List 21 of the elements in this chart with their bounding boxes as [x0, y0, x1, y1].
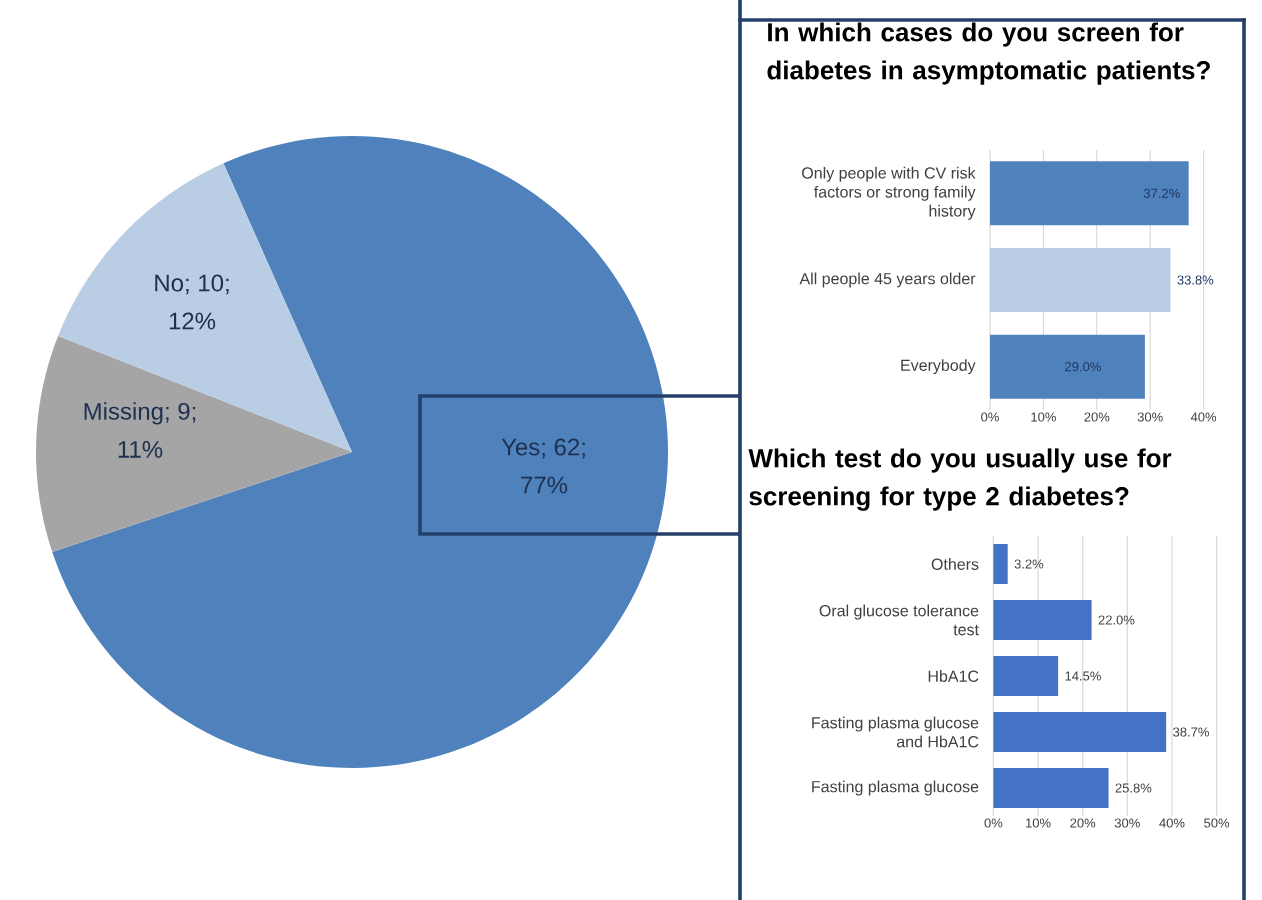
bar	[993, 544, 1008, 584]
y-tick-label: HbA1C	[928, 670, 979, 682]
y-tick-label: Fasting plasma glucose	[812, 780, 979, 796]
y-tick-label: Oral glucose tolerance test	[819, 604, 979, 636]
bar	[993, 712, 1167, 752]
data-label: Missing; 9; 11%	[84, 402, 196, 458]
data-label: No; 10; 12%	[155, 274, 229, 330]
bar	[990, 334, 1145, 399]
y-tick-label: All people 45 years older	[799, 272, 976, 288]
data-label: Yes; 62; 77%	[501, 438, 585, 494]
bar	[993, 600, 1092, 640]
y-tick-label: Everybody	[901, 359, 976, 375]
y-tick-label: Only people with CV risk factors or strong family history	[802, 166, 976, 220]
bar	[990, 161, 1189, 226]
bar	[993, 656, 1059, 696]
y-tick-label: Fasting plasma glucose and HbA1C	[812, 716, 979, 748]
chart-title: In which cases do you screen for diabetes in asymptomatic patients?	[767, 22, 1210, 85]
bar	[993, 768, 1109, 808]
bar	[990, 248, 1171, 312]
chart-title: Which test do you usually use for screening for type 2 diabetes?	[748, 448, 1172, 511]
y-tick-label: Others	[931, 558, 979, 570]
